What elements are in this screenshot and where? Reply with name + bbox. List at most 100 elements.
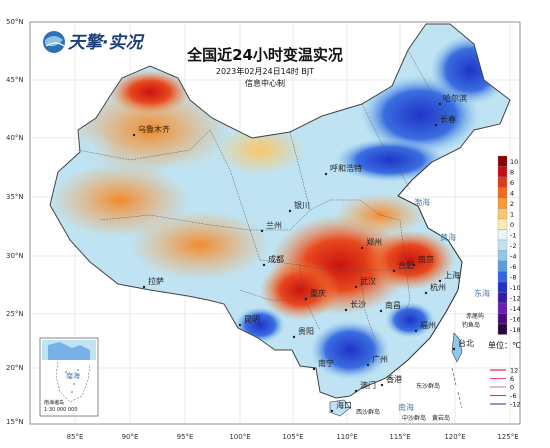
boundary-dashes [451,367,463,409]
contour-label: 6 [510,375,514,383]
lon-label: 85°E [67,433,84,441]
contour-label: 12 [510,367,518,375]
inset-sea-label: 南海 [66,371,80,380]
legend-label: -8 [510,273,516,281]
contour-label: -12 [510,401,521,409]
legend-swatch [497,208,508,220]
city-dots [132,102,456,413]
city-label: 福州 [420,321,436,330]
south-china-sea-inset: 南海 南海诸岛 1:30 000 000 [39,337,99,417]
hainan-island [329,399,351,417]
map-datetime: 2023年02月24日14时 BJT [216,66,314,76]
legend-label: -16 [510,315,521,323]
map-title: 全国近24小时变温实况 [186,46,343,64]
lat-label: 40°N [6,134,24,142]
legend-swatch [497,197,508,209]
lon-label: 110°E [336,433,357,441]
city-label: 郑州 [366,237,382,247]
lon-label: 105°E [282,433,303,441]
province-boundaries [77,49,451,341]
lon-label: 115°E [389,433,410,441]
island-label: 中沙群岛 [402,414,426,422]
sea-label: 黄海 [440,232,456,242]
lon-label: 90°E [122,433,139,441]
longitude-labels: 85°E 90°E 95°E 100°E 105°E 110°E 115°E 1… [67,433,519,441]
contour-label: 0 [510,384,514,392]
legend-swatch [497,218,508,230]
city-label: 海口 [336,400,352,410]
legend-swatch [497,281,508,293]
legend-swatch [497,260,508,272]
city-label: 合肥 [398,260,414,270]
island-label: 东沙群岛 [416,382,440,390]
legend-label: 0 [510,221,514,229]
island-labels: 赤尾屿 钓鱼岛 东沙群岛 西沙群岛 中沙群岛 黄岩岛 [356,312,484,422]
map-issuer: 信息中心制 [245,78,285,88]
city-label: 兰州 [266,220,282,230]
city-label: 南昌 [385,300,401,310]
island-label: 西沙群岛 [356,408,380,416]
legend-swatch [497,239,508,251]
legend-swatch [497,292,508,304]
city-label: 广州 [372,354,388,364]
city-label: 澳门 [360,380,376,390]
legend-label: -1 [510,231,516,239]
legend-swatch [497,155,508,167]
island-label: 黄岩岛 [432,414,450,422]
city-label: 台北 [458,338,474,348]
city-label: 银川 [294,200,310,210]
island-label: 钓鱼岛 [462,321,480,329]
lon-label: 120°E [444,433,465,441]
city-label: 哈尔滨 [443,93,467,103]
legend-label: -10 [510,284,521,292]
city-label: 成都 [268,254,284,264]
city-labels: 哈尔滨 长春 乌鲁木齐 呼和浩特 银川 兰州 郑州 合肥 南京 上海 杭州 武汉… [138,93,474,410]
city-label: 南宁 [318,358,334,368]
inset-title: 南海诸岛 [44,399,64,406]
contour-label: -6 [510,392,516,400]
legend-swatch [497,323,508,335]
legend-label: 4 [510,189,514,197]
logo-text: 天擎·实况 [68,33,145,53]
lat-label: 35°N [6,193,24,201]
city-label: 香港 [386,374,402,384]
legend-label: -2 [510,242,516,250]
city-label: 南京 [418,254,434,264]
city-label: 长沙 [350,299,366,309]
latitude-labels: 50°N 45°N 40°N 35°N 30°N 25°N 20°N 15°N [6,18,24,426]
sea-label: 南海 [398,402,414,412]
legend-label: 6 [510,179,514,187]
legend-swatch [497,271,508,283]
legend-swatch [497,166,508,178]
island-label: 赤尾屿 [466,312,484,320]
legend-label: -18 [510,326,521,334]
sea-label: 东海 [474,288,490,298]
legend-swatch [497,313,508,325]
legend-label: 8 [510,168,514,176]
taiwan-island [451,332,463,363]
city-label: 杭州 [430,282,446,292]
sea-label: 渤海 [414,197,430,207]
lon-label: 100°E [229,433,250,441]
city-label: 上海 [444,270,460,280]
legend-label: -14 [510,305,521,313]
lat-label: 20°N [6,364,24,372]
lat-label: 30°N [6,252,24,260]
legend-label: 1 [510,210,514,218]
coastline [385,161,463,379]
city-label: 贵阳 [298,326,314,336]
lat-label: 45°N [6,76,24,84]
city-label: 昆明 [244,315,260,324]
lat-label: 25°N [6,310,24,318]
city-label: 武汉 [360,276,376,286]
legend-swatch [497,229,508,241]
logo: 天擎·实况 [43,31,145,53]
legend-swatch [497,250,508,262]
legend-label: 10 [510,158,518,166]
city-label: 乌鲁木齐 [138,124,170,134]
legend-label: -12 [510,294,521,302]
lon-label: 95°E [177,433,194,441]
